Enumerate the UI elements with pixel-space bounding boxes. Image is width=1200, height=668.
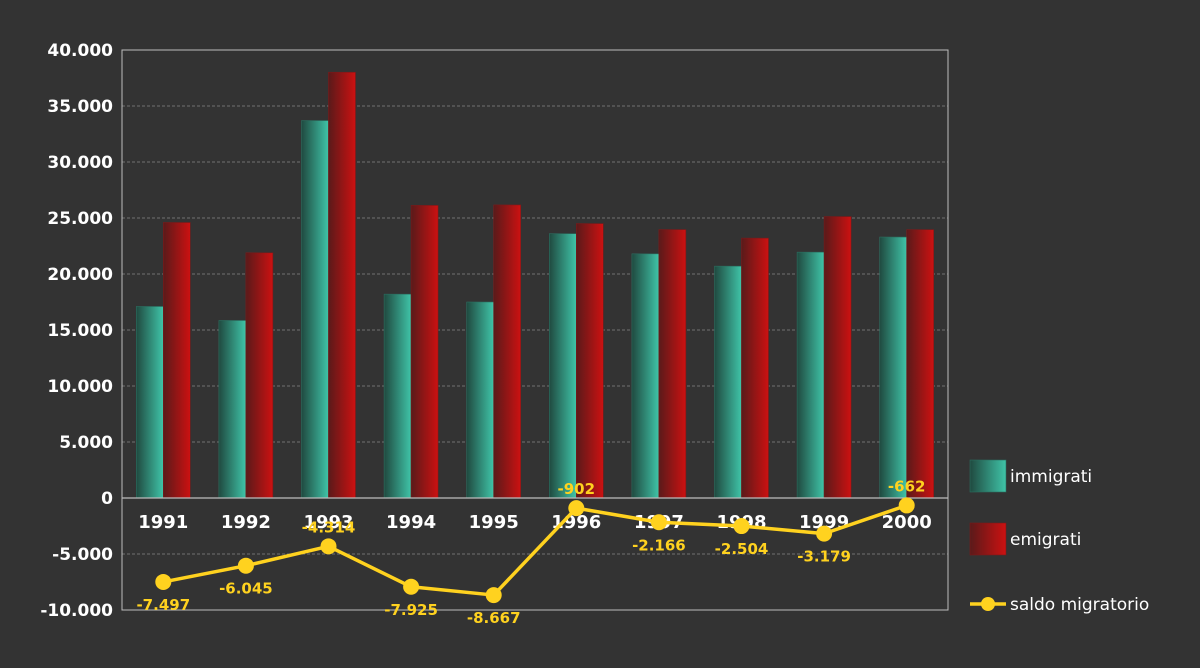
saldo-data-label: -2.504	[715, 540, 769, 558]
bar-emigrati	[493, 204, 522, 499]
legend-marker	[981, 597, 995, 611]
bar-emigrati	[906, 229, 935, 499]
y-tick-label: 30.000	[47, 153, 113, 173]
bar-immigrati	[548, 233, 577, 499]
bar-immigrati	[796, 251, 825, 499]
x-tick-label: 1991	[138, 512, 188, 533]
saldo-line	[162, 503, 908, 597]
saldo-data-label: -902	[558, 480, 596, 498]
saldo-data-label: -7.925	[384, 601, 438, 619]
x-tick-label: 1995	[469, 512, 519, 533]
bar-immigrati	[631, 253, 660, 499]
saldo-data-label: -2.166	[632, 536, 686, 554]
bar-emigrati	[575, 223, 604, 499]
bar-immigrati	[714, 265, 742, 499]
bar-immigrati	[466, 301, 495, 499]
y-tick-label: 10.000	[47, 377, 113, 397]
saldo-point	[898, 497, 915, 514]
legend-label: emigrati	[1010, 530, 1081, 550]
saldo-data-label: -6.045	[219, 580, 273, 598]
bar-immigrati	[301, 120, 329, 499]
bar-emigrati	[741, 237, 769, 499]
y-tick-label: 20.000	[47, 265, 113, 285]
legend-swatch	[969, 522, 1007, 556]
bar-emigrati	[410, 205, 439, 499]
saldo-data-label: -662	[888, 477, 926, 495]
x-tick-label: 1992	[221, 512, 271, 533]
bar-emigrati	[658, 229, 687, 499]
saldo-point	[155, 573, 172, 590]
y-tick-label: 15.000	[47, 321, 113, 341]
saldo-point	[485, 587, 502, 604]
bar-emigrati	[328, 71, 356, 499]
saldo-point	[733, 518, 750, 535]
bar-emigrati	[245, 252, 274, 499]
saldo-data-label: -4.314	[302, 518, 356, 536]
bar-immigrati	[383, 293, 412, 499]
y-tick-label: 25.000	[47, 209, 113, 229]
bar-immigrati	[879, 236, 908, 499]
y-tick-label: -5.000	[52, 545, 113, 565]
saldo-point	[650, 514, 667, 531]
saldo-data-label: -3.179	[797, 548, 851, 566]
saldo-point	[816, 525, 833, 542]
x-tick-label: 2000	[882, 512, 932, 533]
saldo-point	[237, 557, 254, 574]
legend-swatch	[969, 459, 1007, 493]
y-tick-label: 0	[101, 489, 113, 509]
x-tick-label: 1996	[551, 512, 601, 533]
bar-emigrati	[163, 222, 191, 499]
plot-frame	[121, 49, 949, 611]
y-tick-label: 40.000	[47, 41, 113, 61]
saldo-point	[568, 500, 585, 517]
saldo-point	[403, 578, 420, 595]
bar-immigrati	[136, 306, 164, 499]
legend-label: immigrati	[1010, 467, 1092, 487]
legend-label: saldo migratorio	[1010, 595, 1149, 615]
bar-emigrati	[823, 216, 852, 499]
saldo-data-label: -8.667	[467, 609, 521, 627]
x-tick-label: 1994	[386, 512, 436, 533]
bar-immigrati	[218, 320, 247, 499]
saldo-data-label: -7.497	[136, 596, 190, 614]
y-tick-label: 35.000	[47, 97, 113, 117]
saldo-point	[320, 538, 337, 555]
y-tick-label: -10.000	[40, 601, 113, 621]
y-tick-label: 5.000	[59, 433, 113, 453]
x-tick-label: 1993	[303, 512, 353, 533]
